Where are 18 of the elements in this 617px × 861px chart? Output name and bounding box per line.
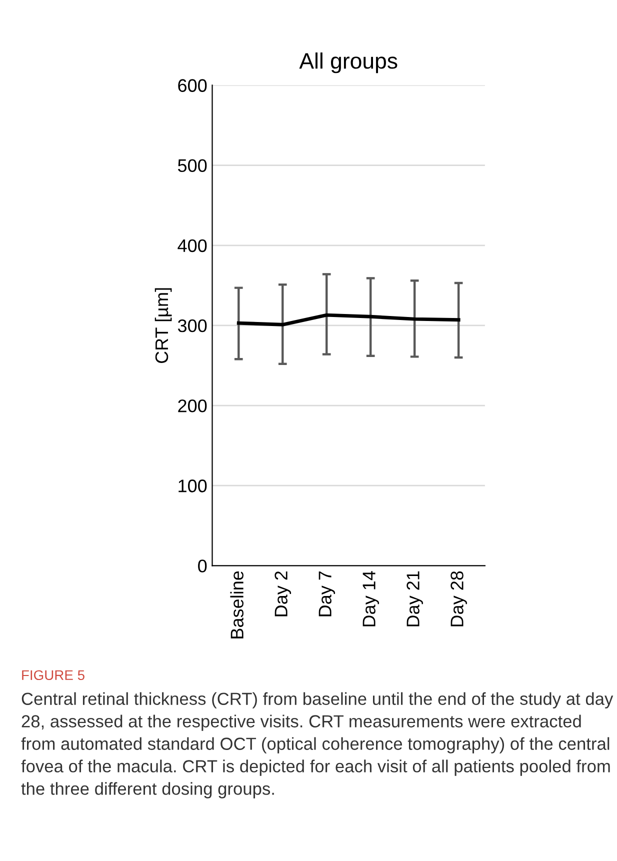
y-tick-label: 600 (178, 79, 207, 92)
y-tick-label: 400 (178, 239, 207, 252)
y-tick-label: 200 (178, 399, 207, 412)
y-tick-label: 0 (198, 560, 207, 572)
x-tick-label: Baseline (230, 571, 244, 638)
caption: FIGURE 5 (22, 670, 84, 680)
y-tick-label: 300 (178, 319, 207, 332)
x-tick-label: Day 28 (450, 571, 467, 626)
y-tick-label: 100 (178, 480, 207, 492)
text: Central retinal thickness (CRT) from baseline until the end of the study at day 28, assessed at the respective visits. CRT measurements were extracted from automated standard OCT (optical coherence tomography) of the central fovea of the macula. CRT is depicted for each visit of all patients pooled from the three different dosing groups. (21, 692, 614, 798)
chart-title: All groups (299, 52, 398, 74)
x-tick-label: Day 7 (318, 571, 336, 616)
y-axis-title: CRT [µm] (154, 288, 172, 364)
x-tick-label: Day 14 (362, 571, 380, 626)
x-tick-label: Day 21 (406, 571, 423, 626)
line-series (236, 313, 460, 326)
x-tick-label: Day 2 (274, 571, 292, 616)
y-tick-label: 500 (178, 159, 207, 172)
